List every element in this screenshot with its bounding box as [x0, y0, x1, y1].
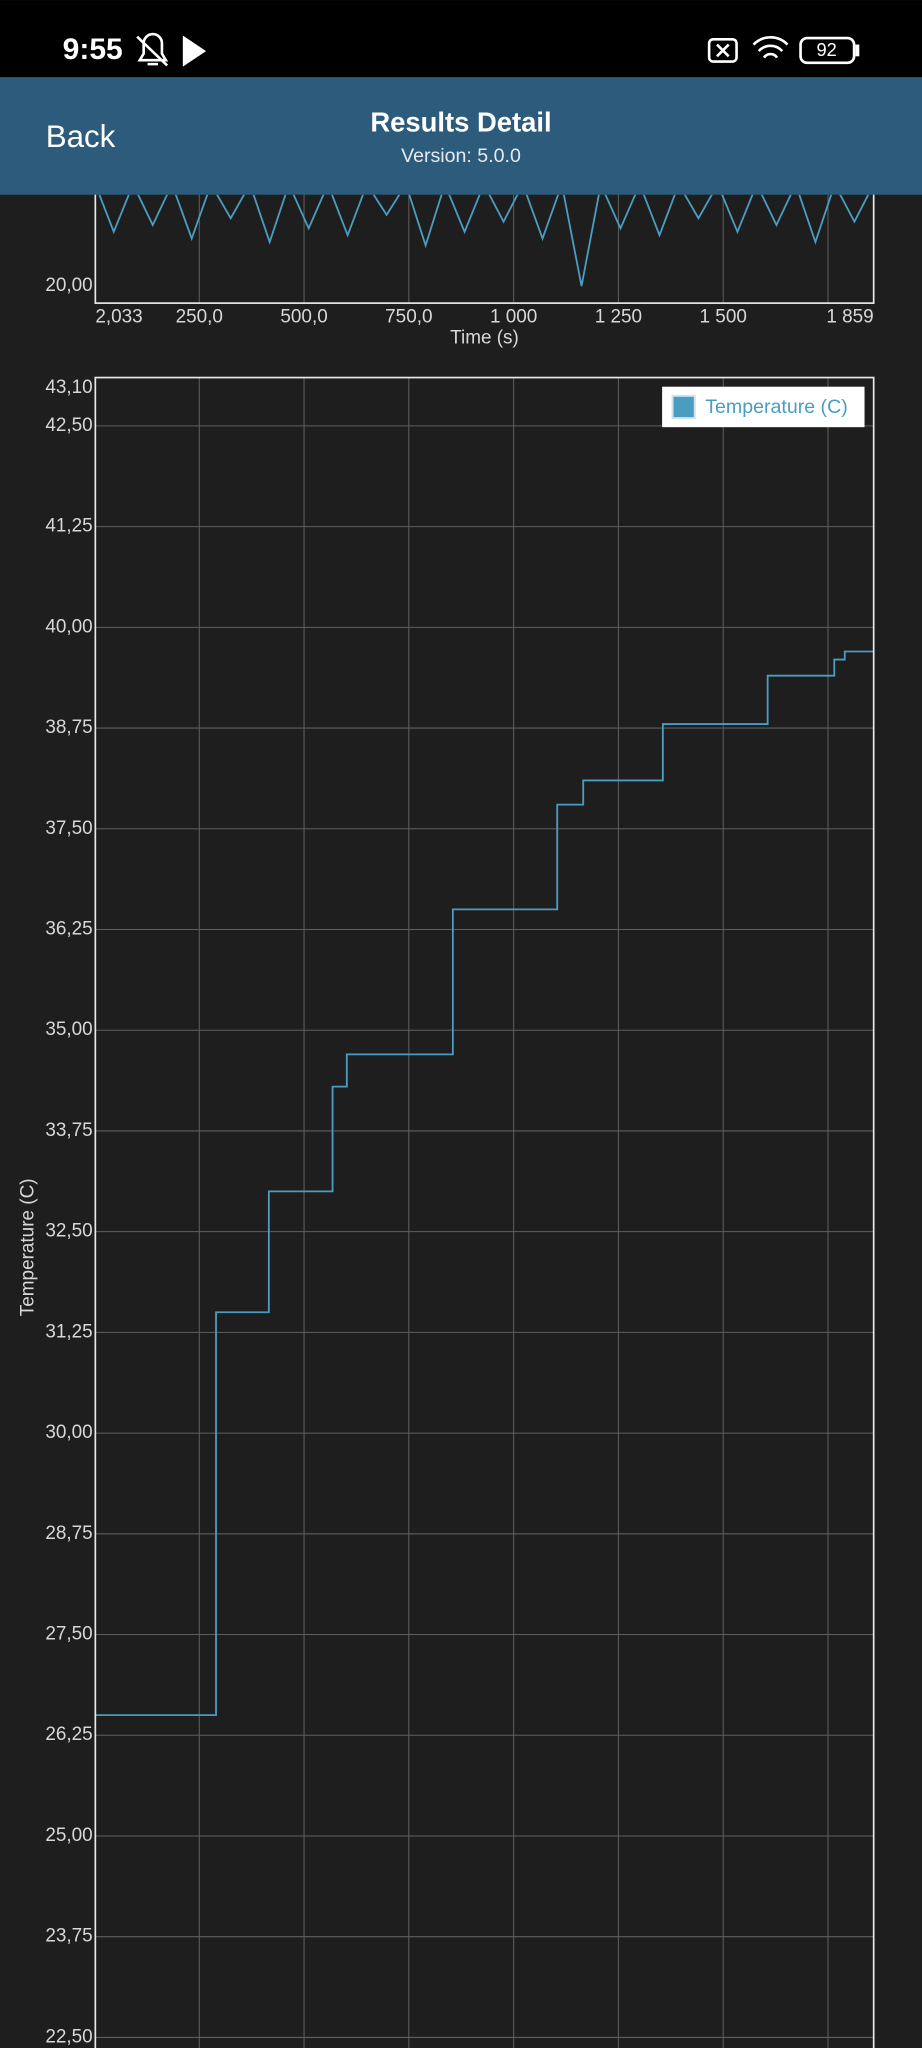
y-tick-label: 23,75 — [45, 1926, 92, 1947]
x-tick-label: 1 250 — [595, 306, 642, 327]
legend-box — [662, 386, 865, 428]
data-line — [98, 194, 870, 287]
y-tick-label: 37,50 — [45, 818, 92, 839]
y-tick-label: 36,25 — [45, 918, 92, 939]
x-tick-label: 500,0 — [280, 306, 327, 327]
chart: 43,10 42,50 41,25 40,00 38,75 37,50 36,25 35,00… — [18, 376, 875, 2048]
legend: Temperature (C) — [662, 386, 865, 428]
y-tick-label: 31,25 — [45, 1321, 92, 1342]
legend-label: Temperature (C) — [705, 396, 848, 418]
y-tick-label: 43,10 — [45, 377, 92, 398]
y-tick-label: 30,00 — [45, 1422, 92, 1443]
back-button[interactable]: Back — [46, 119, 116, 154]
y-tick-label: 27,50 — [45, 1624, 92, 1645]
battery-level: 92 — [817, 39, 837, 60]
y-tick-label: 40,00 — [45, 616, 92, 637]
x-tick-label: 250,0 — [176, 306, 223, 327]
header-subtitle: Version: 5.0.0 — [401, 145, 521, 167]
x-tick-label: 1 000 — [490, 306, 537, 327]
data-line — [95, 650, 874, 1717]
plot-frame — [94, 376, 875, 2048]
header-title: Results Detail — [370, 106, 551, 137]
y-tick-label: 38,75 — [45, 717, 92, 738]
x-tick-label: 1 500 — [700, 306, 747, 327]
x-tick-label: 750,0 — [385, 306, 432, 327]
y-tick-label: 42,50 — [45, 415, 92, 436]
x-axis-label: Time (s) — [450, 327, 519, 348]
y-tick-label: 22,50 — [45, 2026, 92, 2047]
y-tick-label: 33,75 — [45, 1120, 92, 1141]
header-bar — [0, 77, 922, 195]
y-tick-label: 20,00 — [45, 275, 92, 296]
x-tick-label: 2,033 — [95, 306, 142, 327]
chart: 20,002,033 250,0 500,0 750,0 1 000 1 250 1 500… — [45, 182, 875, 348]
y-axis-label: Temperature (C) — [18, 1178, 39, 1316]
y-tick-label: 25,00 — [45, 1825, 92, 1846]
charts: 20,002,033 250,0 500,0 750,0 1 000 1 250 1 500… — [18, 182, 875, 2048]
status-icons — [136, 32, 860, 67]
x-tick-label: 1 859 — [826, 306, 873, 327]
legend-swatch — [671, 394, 696, 420]
clock: 9:55 — [63, 33, 123, 66]
y-tick-label: 35,00 — [45, 1019, 92, 1040]
y-tick-label: 41,25 — [45, 516, 92, 537]
y-tick-label: 32,50 — [45, 1221, 92, 1242]
y-tick-label: 26,25 — [45, 1724, 92, 1745]
y-tick-label: 28,75 — [45, 1523, 92, 1544]
